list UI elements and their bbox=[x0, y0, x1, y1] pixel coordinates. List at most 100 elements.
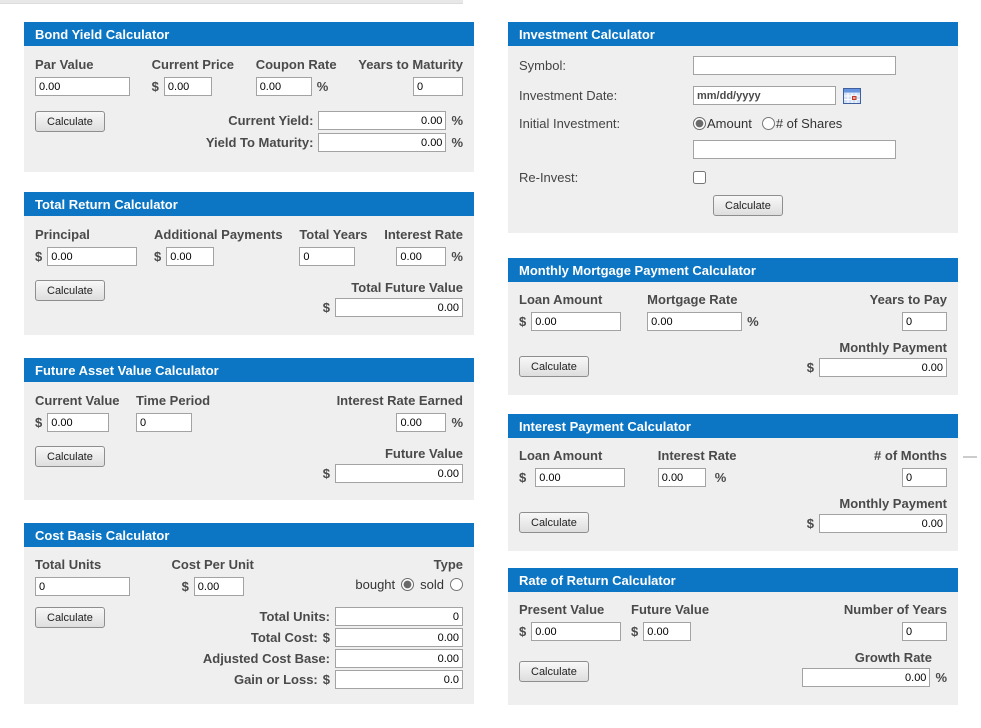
panel-title: Total Return Calculator bbox=[24, 192, 474, 216]
present-value-field: Present Value $ bbox=[519, 602, 622, 641]
future-asset-value-calculator-panel: Future Asset Value Calculator Current Va… bbox=[24, 358, 474, 500]
right-edge-mark bbox=[963, 456, 977, 458]
gain-or-loss-label: Gain or Loss: bbox=[233, 672, 318, 687]
num-months-field: # of Months bbox=[874, 448, 947, 487]
total-units-input[interactable] bbox=[35, 577, 130, 596]
dollar-sign: $ bbox=[806, 360, 814, 375]
present-value-input[interactable] bbox=[531, 622, 622, 641]
number-of-years-input[interactable] bbox=[901, 622, 947, 641]
years-to-pay-input[interactable] bbox=[902, 312, 947, 331]
years-to-maturity-input[interactable] bbox=[413, 77, 463, 96]
reinvest-checkbox[interactable] bbox=[693, 171, 706, 184]
reinvest-label: Re-Invest: bbox=[519, 170, 579, 185]
total-units-out-row: Total Units: bbox=[203, 607, 463, 626]
loan-amount-input[interactable] bbox=[535, 468, 626, 487]
initial-investment-input[interactable] bbox=[693, 140, 896, 159]
mortgage-rate-input[interactable] bbox=[647, 312, 743, 331]
sold-radio[interactable] bbox=[450, 578, 463, 591]
dollar-sign: $ bbox=[322, 630, 330, 645]
initial-investment-row: Initial Investment: Amount # of Shares bbox=[519, 116, 947, 131]
panel-title: Bond Yield Calculator bbox=[24, 22, 474, 46]
additional-payments-input[interactable] bbox=[166, 247, 215, 266]
time-period-label: Time Period bbox=[135, 393, 211, 408]
current-yield-output[interactable] bbox=[318, 111, 447, 130]
years-to-maturity-field: Years to Maturity bbox=[358, 57, 463, 96]
adjusted-cost-base-output[interactable] bbox=[335, 649, 463, 668]
interest-rate-label: Interest Rate bbox=[384, 227, 463, 242]
par-value-field: Par Value bbox=[35, 57, 130, 96]
cost-per-unit-field: Cost Per Unit $ bbox=[172, 557, 254, 596]
calculate-button[interactable]: Calculate bbox=[519, 512, 589, 533]
future-value-output[interactable] bbox=[335, 464, 463, 483]
symbol-input[interactable] bbox=[693, 56, 896, 75]
present-value-label: Present Value bbox=[519, 602, 605, 617]
panel-title: Future Asset Value Calculator bbox=[24, 358, 474, 382]
investment-date-input[interactable] bbox=[693, 86, 836, 105]
num-months-input[interactable] bbox=[901, 468, 947, 487]
calculate-button[interactable]: Calculate bbox=[35, 280, 105, 301]
amount-radio[interactable] bbox=[693, 117, 706, 130]
shares-radio[interactable] bbox=[761, 117, 775, 130]
dollar-sign: $ bbox=[519, 470, 527, 485]
loan-amount-label: Loan Amount bbox=[519, 448, 603, 463]
panel-title: Cost Basis Calculator bbox=[24, 523, 474, 547]
dollar-sign: $ bbox=[519, 314, 527, 329]
panel-title: Investment Calculator bbox=[508, 22, 958, 46]
sold-label: sold bbox=[420, 577, 444, 592]
yield-to-maturity-label: Yield To Maturity: bbox=[205, 135, 314, 150]
gain-or-loss-output[interactable] bbox=[335, 670, 463, 689]
cost-per-unit-input[interactable] bbox=[193, 577, 244, 596]
current-value-input[interactable] bbox=[47, 413, 110, 432]
current-value-field: Current Value $ bbox=[35, 393, 120, 432]
calculate-button[interactable]: Calculate bbox=[519, 356, 589, 377]
reinvest-row: Re-Invest: bbox=[519, 170, 947, 185]
future-value-input[interactable] bbox=[643, 622, 692, 641]
growth-rate-output[interactable] bbox=[802, 668, 931, 687]
par-value-input[interactable] bbox=[35, 77, 130, 96]
type-field: Type bought sold bbox=[355, 557, 463, 592]
initial-amount-row bbox=[519, 140, 947, 159]
interest-rate-earned-input[interactable] bbox=[396, 413, 447, 432]
bought-radio[interactable] bbox=[401, 578, 415, 591]
interest-rate-input[interactable] bbox=[657, 468, 706, 487]
interest-rate-input[interactable] bbox=[396, 247, 447, 266]
principal-input[interactable] bbox=[47, 247, 138, 266]
par-value-label: Par Value bbox=[35, 57, 94, 72]
yield-to-maturity-output[interactable] bbox=[318, 133, 447, 152]
calculate-button[interactable]: Calculate bbox=[35, 111, 105, 132]
calculate-button[interactable]: Calculate bbox=[713, 195, 783, 216]
percent-sign: % bbox=[714, 470, 727, 485]
calculate-button[interactable]: Calculate bbox=[35, 446, 105, 467]
total-units-output[interactable] bbox=[335, 607, 463, 626]
calendar-icon[interactable] bbox=[843, 87, 861, 104]
loan-amount-label: Loan Amount bbox=[519, 292, 603, 307]
current-price-label: Current Price bbox=[151, 57, 235, 72]
additional-payments-label: Additional Payments bbox=[153, 227, 283, 242]
monthly-payment-output[interactable] bbox=[819, 358, 947, 377]
calculate-button[interactable]: Calculate bbox=[519, 661, 589, 682]
calculate-button[interactable]: Calculate bbox=[35, 607, 105, 628]
symbol-label: Symbol: bbox=[519, 58, 566, 73]
dollar-sign: $ bbox=[631, 624, 639, 639]
time-period-input[interactable] bbox=[135, 413, 192, 432]
current-price-input[interactable] bbox=[163, 77, 212, 96]
percent-sign: % bbox=[451, 135, 463, 150]
growth-rate-label: Growth Rate bbox=[854, 650, 932, 665]
dollar-sign: $ bbox=[181, 579, 189, 594]
interest-rate-label: Interest Rate bbox=[657, 448, 737, 463]
total-cost-output[interactable] bbox=[335, 628, 463, 647]
bought-label: bought bbox=[355, 577, 396, 592]
total-cost-label: Total Cost: bbox=[250, 630, 318, 645]
adjusted-cost-base-label: Adjusted Cost Base: bbox=[202, 651, 330, 666]
total-future-value-output[interactable] bbox=[335, 298, 463, 317]
total-future-value-label: Total Future Value bbox=[351, 280, 463, 295]
top-divider bbox=[0, 0, 463, 4]
loan-amount-input[interactable] bbox=[531, 312, 622, 331]
coupon-rate-input[interactable] bbox=[255, 77, 312, 96]
growth-rate-field: Growth Rate % bbox=[802, 650, 947, 687]
total-years-input[interactable] bbox=[299, 247, 356, 266]
symbol-row: Symbol: bbox=[519, 56, 947, 75]
monthly-payment-output[interactable] bbox=[819, 514, 947, 533]
current-price-field: Current Price $ bbox=[152, 57, 234, 96]
amount-option-label: Amount bbox=[707, 116, 752, 131]
